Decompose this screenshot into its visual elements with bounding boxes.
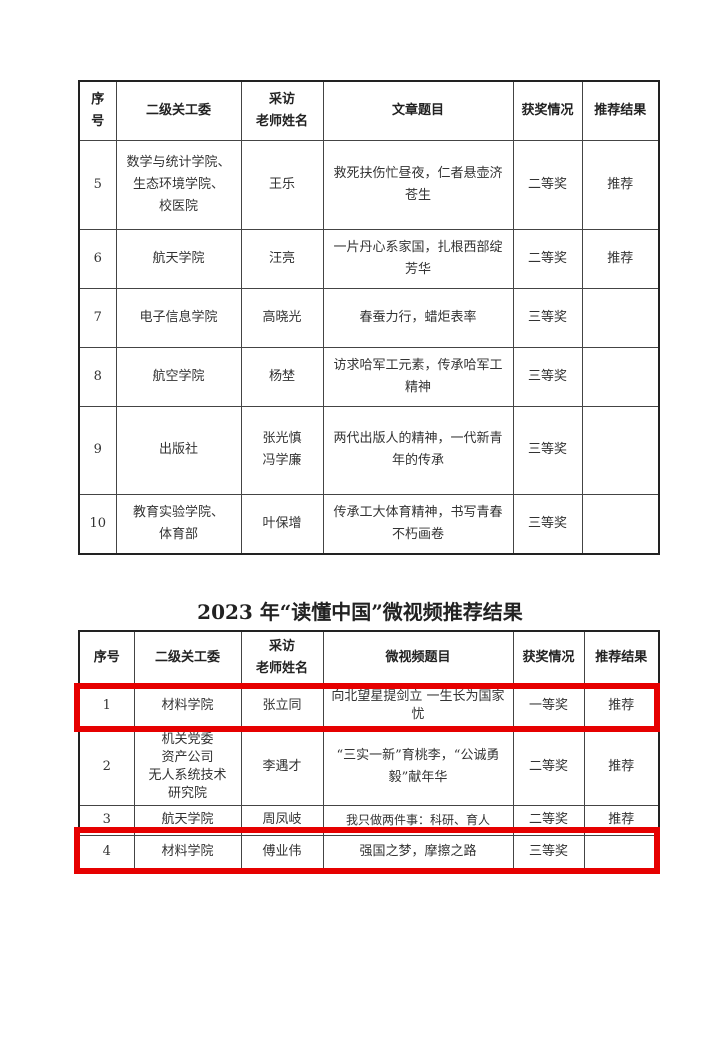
cell-teacher: 王乐 [240,139,324,230]
cell-no: 7 [78,287,117,348]
table-header-row: 序号 二级关工委 采访 老师姓名 微视频题目 获奖情况 推荐结果 [78,630,660,685]
cell-no: 5 [78,139,117,230]
cell-award: 三等奖 [512,493,583,555]
cell-no: 10 [78,493,117,555]
cell-unit: 出版社 [115,405,242,495]
cell-award: 三等奖 [512,834,585,870]
cell-award: 二等奖 [512,727,585,806]
cell-result [581,346,660,407]
cell-title: 春蚕力行，蜡炬表率 [322,287,514,348]
cell-result [583,834,660,870]
header-unit: 二级关工委 [115,80,242,141]
cell-unit: 教育实验学院、 体育部 [115,493,242,555]
header-teacher: 采访 老师姓名 [240,630,324,685]
cell-award: 三等奖 [512,405,583,495]
table-row: 6 航天学院 汪亮 一片丹心系家国，扎根西部绽芳华 二等奖 推荐 [78,228,660,289]
cell-title: “三实一新”育桃李，“公诚勇毅”献年华 [322,727,514,806]
cell-title: 强国之梦，摩擦之路 [322,834,514,870]
highlight-box-row-1 [74,683,660,732]
cell-title: 一片丹心系家国，扎根西部绽芳华 [322,228,514,289]
header-award: 获奖情况 [512,80,583,141]
cell-no: 9 [78,405,117,495]
cell-teacher: 杨埜 [240,346,324,407]
cell-result [581,287,660,348]
cell-title: 救死扶伤忙昼夜，仁者悬壶济苍生 [322,139,514,230]
cell-title: 两代出版人的精神，一代新青年的传承 [322,405,514,495]
cell-no: 6 [78,228,117,289]
highlight-box-row-4 [74,827,660,874]
table-row: 4 材料学院 傅业伟 强国之梦，摩擦之路 三等奖 [78,834,660,870]
table-header-row: 序 号 二级关工委 采访 老师姓名 文章题目 获奖情况 推荐结果 [78,80,660,141]
table-row: 9 出版社 张光慎 冯学廉 两代出版人的精神，一代新青年的传承 三等奖 [78,405,660,495]
cell-teacher: 傅业伟 [240,834,324,870]
header-title: 微视频题目 [322,630,514,685]
cell-teacher: 汪亮 [240,228,324,289]
header-no: 序号 [78,630,135,685]
header-award: 获奖情况 [512,630,585,685]
table-row: 8 航空学院 杨埜 访求哈军工元素，传承哈军工精神 三等奖 [78,346,660,407]
cell-unit: 数学与统计学院、 生态环境学院、 校医院 [115,139,242,230]
cell-unit: 电子信息学院 [115,287,242,348]
cell-award: 二等奖 [512,228,583,289]
cell-teacher: 高晓光 [240,287,324,348]
header-unit: 二级关工委 [133,630,242,685]
section-title: 2023 年“读懂中国”微视频推荐结果 [197,600,523,624]
table-row: 7 电子信息学院 高晓光 春蚕力行，蜡炬表率 三等奖 [78,287,660,348]
cell-title: 传承工大体育精神，书写青春不朽画卷 [322,493,514,555]
table-row: 5 数学与统计学院、 生态环境学院、 校医院 王乐 救死扶伤忙昼夜，仁者悬壶济苍… [78,139,660,230]
header-teacher: 采访 老师姓名 [240,80,324,141]
cell-unit: 航空学院 [115,346,242,407]
cell-no: 2 [78,727,135,806]
cell-result: 推荐 [583,727,660,806]
cell-award: 三等奖 [512,287,583,348]
cell-result [581,405,660,495]
cell-title: 向北望星提剑立 一生长为国家忧 [322,683,514,729]
cell-unit: 材料学院 [133,834,242,870]
header-no: 序 号 [78,80,117,141]
cell-result: 推荐 [581,139,660,230]
article-results-table: 序 号 二级关工委 采访 老师姓名 文章题目 获奖情况 推荐结果 5 数学与统计… [78,80,660,555]
header-result: 推荐结果 [583,630,660,685]
cell-unit: 材料学院 [133,683,242,729]
table-row: 1 材料学院 张立同 向北望星提剑立 一生长为国家忧 一等奖 推荐 [78,683,660,729]
cell-result [581,493,660,555]
cell-result: 推荐 [581,228,660,289]
cell-no: 8 [78,346,117,407]
cell-teacher: 张光慎 冯学廉 [240,405,324,495]
cell-award: 二等奖 [512,139,583,230]
header-title: 文章题目 [322,80,514,141]
table-row: 2 机关党委 资产公司 无人系统技术 研究院 李遇才 “三实一新”育桃李，“公诚… [78,727,660,806]
table-row: 10 教育实验学院、 体育部 叶保增 传承工大体育精神，书写青春不朽画卷 三等奖 [78,493,660,555]
cell-teacher: 叶保增 [240,493,324,555]
cell-award: 三等奖 [512,346,583,407]
cell-unit: 机关党委 资产公司 无人系统技术 研究院 [133,727,242,806]
cell-title: 访求哈军工元素，传承哈军工精神 [322,346,514,407]
cell-teacher: 李遇才 [240,727,324,806]
header-result: 推荐结果 [581,80,660,141]
cell-unit: 航天学院 [115,228,242,289]
